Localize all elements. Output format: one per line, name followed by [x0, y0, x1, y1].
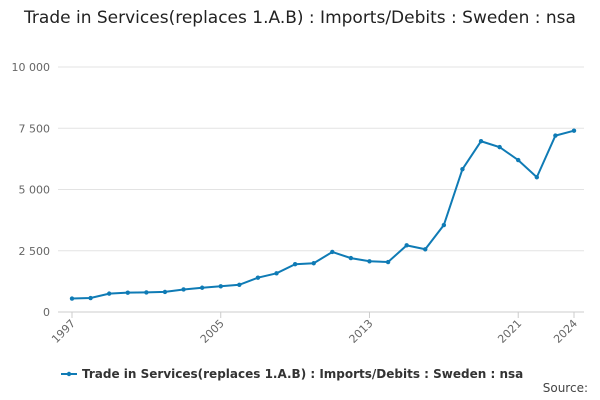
y-tick-label: 7 500	[19, 122, 51, 135]
data-point	[274, 271, 279, 276]
data-point	[516, 157, 521, 163]
data-point	[460, 166, 465, 172]
data-point	[553, 133, 558, 138]
data-point	[348, 255, 354, 261]
data-point	[237, 282, 242, 288]
x-tick-label: 2013	[347, 317, 376, 346]
data-point	[255, 275, 261, 280]
data-point	[292, 262, 298, 267]
data-point	[423, 247, 428, 252]
data-point	[88, 295, 93, 301]
data-point	[478, 139, 484, 144]
x-tick-label: 2024	[551, 317, 580, 346]
data-point	[367, 259, 372, 264]
y-tick-label: 10 000	[12, 61, 51, 74]
data-point	[330, 249, 335, 255]
y-tick-label: 0	[43, 306, 50, 319]
data-point	[125, 290, 130, 295]
y-tick-label: 5 000	[19, 184, 51, 197]
legend-marker	[66, 371, 72, 377]
data-point	[385, 259, 391, 265]
series-line	[71, 129, 575, 300]
data-point	[404, 243, 409, 248]
legend-label: Trade in Services(replaces 1.A.B) : Impo…	[82, 367, 523, 381]
data-point	[69, 296, 75, 301]
data-point	[497, 144, 502, 150]
data-point	[441, 222, 447, 228]
data-point	[181, 287, 186, 292]
source: Source:	[543, 381, 588, 395]
data-point	[311, 261, 316, 266]
x-tick-label: 2005	[198, 317, 227, 346]
x-tick-label: 1997	[49, 317, 78, 346]
data-point	[571, 128, 577, 133]
data-point	[218, 284, 223, 289]
data-point	[162, 289, 168, 295]
chart-title: Trade in Services(replaces 1.A.B) : Impo…	[24, 8, 576, 28]
data-point	[199, 285, 205, 290]
data-point	[106, 291, 112, 296]
x-tick-label: 2021	[495, 317, 524, 346]
data-point	[534, 175, 540, 180]
data-point	[144, 290, 149, 295]
y-tick-label: 2 500	[19, 245, 51, 258]
